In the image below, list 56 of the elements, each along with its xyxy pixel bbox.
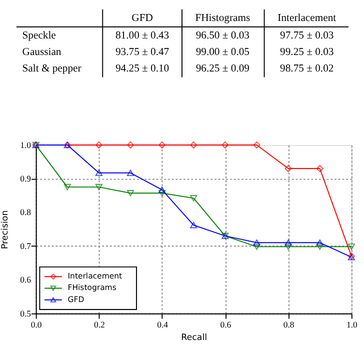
x-tick-label: 0.4 [157, 319, 169, 330]
point [190, 141, 198, 149]
point [284, 240, 292, 246]
text: 98.75 ± 0.02 [280, 63, 334, 74]
text: 99.25 ± 0.03 [280, 46, 334, 58]
y-tick-label: 0.5 [20, 308, 32, 318]
y-tick-label: 0.6 [20, 274, 32, 285]
x-tick-label: 0.0 [30, 319, 42, 330]
y-axis-title: Precision [0, 210, 11, 250]
y-tick-label: 0.9 [20, 174, 31, 184]
point [64, 184, 71, 190]
x-tick-label: 0.8 [283, 319, 295, 330]
text: 93.75 ± 0.47 [115, 46, 170, 58]
point [95, 141, 102, 149]
point [95, 184, 102, 190]
text: GFD [132, 13, 154, 24]
point [316, 244, 324, 250]
point [316, 240, 324, 246]
text: Gaussian [22, 46, 62, 58]
legend-label: GFD [68, 294, 84, 304]
x-tick-label: 1.0 [346, 319, 358, 330]
text: Salt & pepper [22, 63, 82, 74]
point [253, 141, 260, 149]
point [158, 141, 166, 149]
text: 94.25 ± 0.10 [115, 63, 170, 74]
point [253, 244, 260, 250]
point [222, 141, 229, 149]
text: 96.50 ± 0.03 [196, 30, 250, 42]
point [348, 244, 355, 250]
point [284, 244, 292, 250]
point [126, 170, 134, 176]
point [126, 141, 134, 149]
text: 97.75 ± 0.03 [280, 30, 334, 42]
text: 81.00 ± 0.43 [115, 30, 170, 42]
point [126, 190, 134, 196]
text: Speckle [22, 30, 56, 42]
x-tick-label: 0.2 [94, 319, 105, 330]
point [190, 195, 198, 202]
point [158, 190, 166, 196]
point [253, 240, 260, 246]
y-tick-label: 0.7 [20, 240, 32, 251]
y-tick-label: 1.0 [20, 140, 32, 150]
legend-label: Interlacement [68, 272, 122, 281]
x-tick-label: 0.6 [220, 319, 232, 330]
text: FHistograms [195, 13, 250, 24]
point [284, 164, 292, 172]
y-tick-label: 0.8 [20, 207, 32, 218]
text: 96.25 ± 0.09 [196, 63, 250, 74]
point [95, 170, 102, 176]
text: Interlacement [278, 13, 336, 24]
point [190, 222, 198, 228]
point [316, 164, 324, 172]
point [158, 186, 166, 193]
text: 99.00 ± 0.05 [196, 46, 250, 58]
x-axis-title: Recall [181, 333, 208, 344]
legend-label: FHistograms [68, 283, 116, 292]
